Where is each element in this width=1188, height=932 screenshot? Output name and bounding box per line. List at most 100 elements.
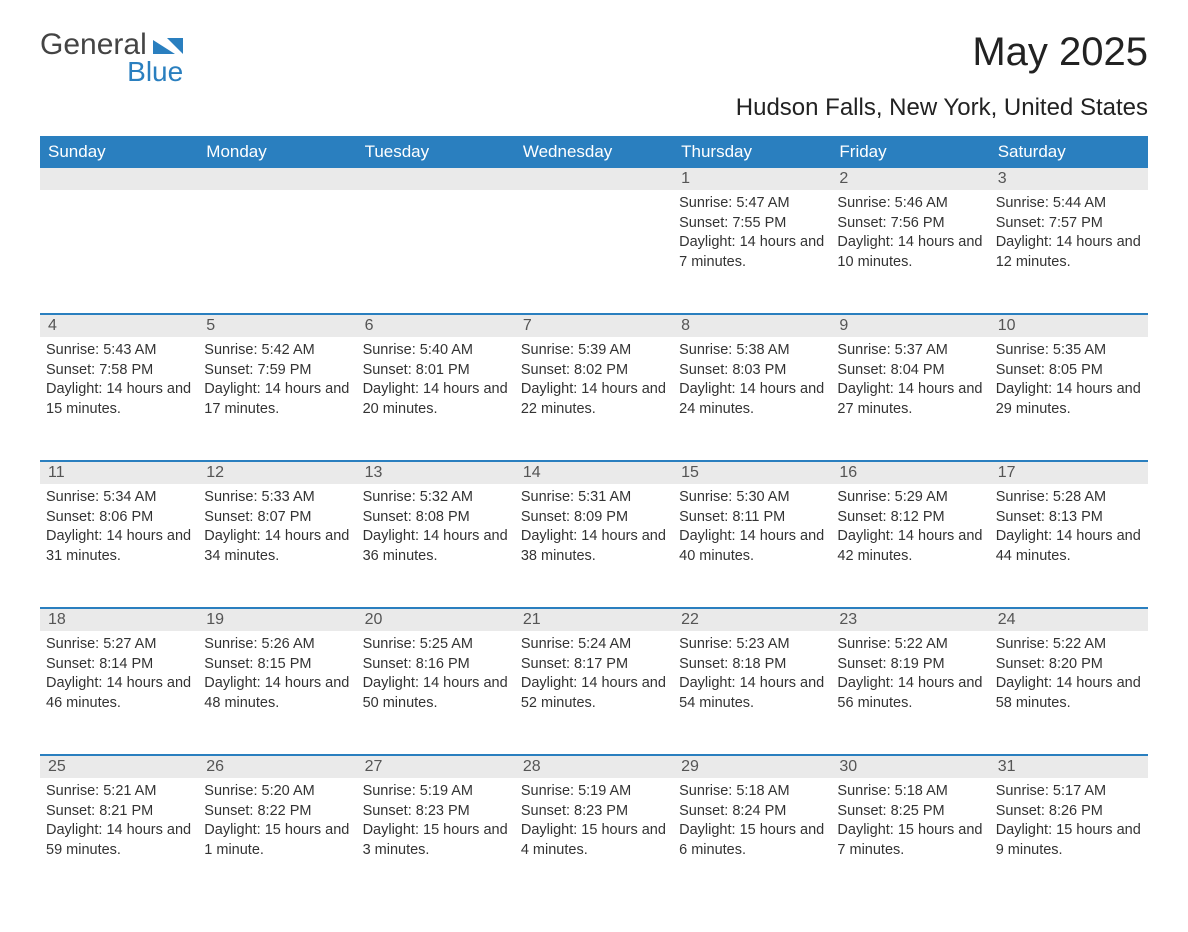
day-cell: Sunrise: 5:17 AMSunset: 8:26 PMDaylight:… <box>990 778 1148 902</box>
daylight-text: Daylight: 14 hours and 17 minutes. <box>204 380 350 419</box>
day-cell: Sunrise: 5:25 AMSunset: 8:16 PMDaylight:… <box>357 631 515 755</box>
sunrise-text: Sunrise: 5:40 AM <box>363 341 509 361</box>
sunset-text: Sunset: 8:03 PM <box>679 361 825 381</box>
day-header: Saturday <box>990 136 1148 168</box>
day-number-cell: 5 <box>198 315 356 337</box>
day-content: Sunrise: 5:42 AMSunset: 7:59 PMDaylight:… <box>198 337 356 427</box>
daylight-text: Daylight: 14 hours and 15 minutes. <box>46 380 192 419</box>
week-daynum-row: 123 <box>40 168 1148 190</box>
day-number-cell <box>40 168 198 190</box>
day-cell: Sunrise: 5:22 AMSunset: 8:19 PMDaylight:… <box>831 631 989 755</box>
sunrise-text: Sunrise: 5:19 AM <box>363 782 509 802</box>
daylight-text: Daylight: 14 hours and 34 minutes. <box>204 527 350 566</box>
sunrise-text: Sunrise: 5:35 AM <box>996 341 1142 361</box>
daylight-text: Daylight: 14 hours and 31 minutes. <box>46 527 192 566</box>
day-cell: Sunrise: 5:33 AMSunset: 8:07 PMDaylight:… <box>198 484 356 608</box>
day-number-cell: 13 <box>357 462 515 484</box>
daylight-text: Daylight: 15 hours and 4 minutes. <box>521 821 667 860</box>
sunrise-text: Sunrise: 5:17 AM <box>996 782 1142 802</box>
day-number-cell: 12 <box>198 462 356 484</box>
day-number-cell: 22 <box>673 609 831 631</box>
day-content: Sunrise: 5:46 AMSunset: 7:56 PMDaylight:… <box>831 190 989 280</box>
day-number-cell <box>198 168 356 190</box>
sunset-text: Sunset: 8:11 PM <box>679 508 825 528</box>
day-cell: Sunrise: 5:29 AMSunset: 8:12 PMDaylight:… <box>831 484 989 608</box>
day-content: Sunrise: 5:20 AMSunset: 8:22 PMDaylight:… <box>198 778 356 868</box>
sunset-text: Sunset: 8:19 PM <box>837 655 983 675</box>
sunset-text: Sunset: 8:07 PM <box>204 508 350 528</box>
sunrise-text: Sunrise: 5:31 AM <box>521 488 667 508</box>
day-number-cell: 19 <box>198 609 356 631</box>
sunset-text: Sunset: 8:13 PM <box>996 508 1142 528</box>
day-cell: Sunrise: 5:19 AMSunset: 8:23 PMDaylight:… <box>357 778 515 902</box>
day-content: Sunrise: 5:40 AMSunset: 8:01 PMDaylight:… <box>357 337 515 427</box>
daylight-text: Daylight: 14 hours and 22 minutes. <box>521 380 667 419</box>
day-number-cell: 17 <box>990 462 1148 484</box>
sunrise-text: Sunrise: 5:22 AM <box>996 635 1142 655</box>
day-cell: Sunrise: 5:24 AMSunset: 8:17 PMDaylight:… <box>515 631 673 755</box>
sunset-text: Sunset: 8:04 PM <box>837 361 983 381</box>
day-number-cell: 16 <box>831 462 989 484</box>
sunset-text: Sunset: 8:15 PM <box>204 655 350 675</box>
day-cell: Sunrise: 5:32 AMSunset: 8:08 PMDaylight:… <box>357 484 515 608</box>
daylight-text: Daylight: 14 hours and 29 minutes. <box>996 380 1142 419</box>
daylight-text: Daylight: 15 hours and 1 minute. <box>204 821 350 860</box>
sunset-text: Sunset: 8:01 PM <box>363 361 509 381</box>
day-cell: Sunrise: 5:34 AMSunset: 8:06 PMDaylight:… <box>40 484 198 608</box>
day-cell: Sunrise: 5:35 AMSunset: 8:05 PMDaylight:… <box>990 337 1148 461</box>
daylight-text: Daylight: 14 hours and 58 minutes. <box>996 674 1142 713</box>
day-number-cell: 20 <box>357 609 515 631</box>
day-cell: Sunrise: 5:46 AMSunset: 7:56 PMDaylight:… <box>831 190 989 314</box>
day-number-cell: 29 <box>673 756 831 778</box>
day-number-cell: 14 <box>515 462 673 484</box>
logo: General Blue <box>40 30 183 88</box>
sunrise-text: Sunrise: 5:21 AM <box>46 782 192 802</box>
header: General Blue May 2025 <box>40 30 1148 88</box>
page-subtitle: Hudson Falls, New York, United States <box>40 94 1148 122</box>
calendar-table: SundayMondayTuesdayWednesdayThursdayFrid… <box>40 136 1148 902</box>
week-content-row: Sunrise: 5:34 AMSunset: 8:06 PMDaylight:… <box>40 484 1148 608</box>
sunrise-text: Sunrise: 5:38 AM <box>679 341 825 361</box>
daylight-text: Daylight: 14 hours and 42 minutes. <box>837 527 983 566</box>
daylight-text: Daylight: 15 hours and 3 minutes. <box>363 821 509 860</box>
day-content: Sunrise: 5:32 AMSunset: 8:08 PMDaylight:… <box>357 484 515 574</box>
day-content: Sunrise: 5:31 AMSunset: 8:09 PMDaylight:… <box>515 484 673 574</box>
daylight-text: Daylight: 14 hours and 54 minutes. <box>679 674 825 713</box>
day-content: Sunrise: 5:30 AMSunset: 8:11 PMDaylight:… <box>673 484 831 574</box>
day-content: Sunrise: 5:23 AMSunset: 8:18 PMDaylight:… <box>673 631 831 721</box>
day-header: Tuesday <box>357 136 515 168</box>
daylight-text: Daylight: 14 hours and 59 minutes. <box>46 821 192 860</box>
sunset-text: Sunset: 8:21 PM <box>46 802 192 822</box>
sunrise-text: Sunrise: 5:26 AM <box>204 635 350 655</box>
sunset-text: Sunset: 8:09 PM <box>521 508 667 528</box>
sunrise-text: Sunrise: 5:43 AM <box>46 341 192 361</box>
day-content: Sunrise: 5:18 AMSunset: 8:25 PMDaylight:… <box>831 778 989 868</box>
sunset-text: Sunset: 8:25 PM <box>837 802 983 822</box>
sunrise-text: Sunrise: 5:19 AM <box>521 782 667 802</box>
day-header: Thursday <box>673 136 831 168</box>
day-cell: Sunrise: 5:27 AMSunset: 8:14 PMDaylight:… <box>40 631 198 755</box>
daylight-text: Daylight: 14 hours and 38 minutes. <box>521 527 667 566</box>
daylight-text: Daylight: 14 hours and 10 minutes. <box>837 233 983 272</box>
week-content-row: Sunrise: 5:43 AMSunset: 7:58 PMDaylight:… <box>40 337 1148 461</box>
day-cell: Sunrise: 5:44 AMSunset: 7:57 PMDaylight:… <box>990 190 1148 314</box>
day-number-cell: 21 <box>515 609 673 631</box>
day-cell: Sunrise: 5:28 AMSunset: 8:13 PMDaylight:… <box>990 484 1148 608</box>
day-header-row: SundayMondayTuesdayWednesdayThursdayFrid… <box>40 136 1148 168</box>
week-daynum-row: 11121314151617 <box>40 462 1148 484</box>
day-cell: Sunrise: 5:42 AMSunset: 7:59 PMDaylight:… <box>198 337 356 461</box>
day-content: Sunrise: 5:47 AMSunset: 7:55 PMDaylight:… <box>673 190 831 280</box>
day-number-cell: 23 <box>831 609 989 631</box>
daylight-text: Daylight: 15 hours and 9 minutes. <box>996 821 1142 860</box>
day-header: Wednesday <box>515 136 673 168</box>
sunset-text: Sunset: 8:18 PM <box>679 655 825 675</box>
week-daynum-row: 45678910 <box>40 315 1148 337</box>
day-cell: Sunrise: 5:22 AMSunset: 8:20 PMDaylight:… <box>990 631 1148 755</box>
day-cell: Sunrise: 5:37 AMSunset: 8:04 PMDaylight:… <box>831 337 989 461</box>
day-content: Sunrise: 5:39 AMSunset: 8:02 PMDaylight:… <box>515 337 673 427</box>
day-number-cell: 30 <box>831 756 989 778</box>
sunset-text: Sunset: 7:57 PM <box>996 214 1142 234</box>
day-number-cell: 9 <box>831 315 989 337</box>
day-number-cell: 18 <box>40 609 198 631</box>
day-cell: Sunrise: 5:47 AMSunset: 7:55 PMDaylight:… <box>673 190 831 314</box>
